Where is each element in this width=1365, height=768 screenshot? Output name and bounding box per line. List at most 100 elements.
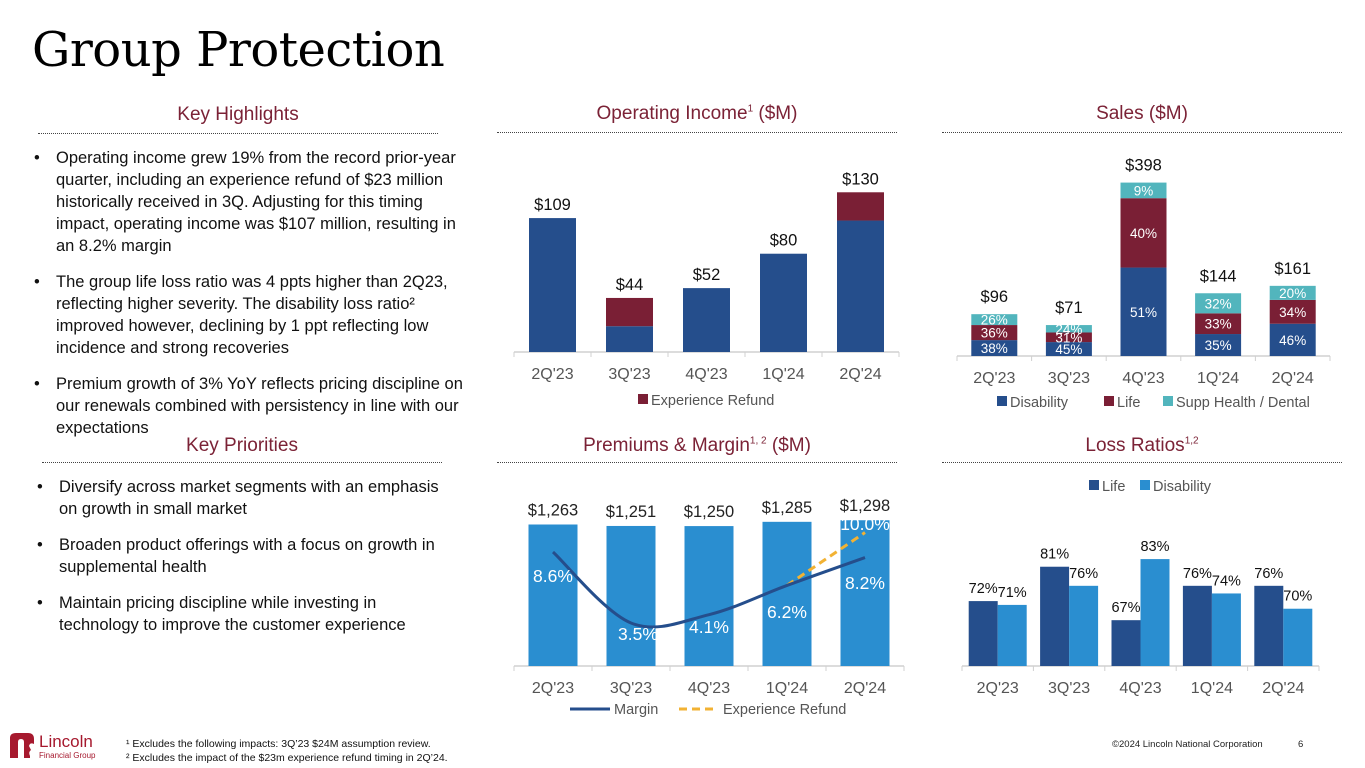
sales-segment-label: 35% xyxy=(1205,338,1232,353)
sales-bar-supp-health-dental xyxy=(1120,182,1167,199)
sales-chart: 2Q'23 3Q'23 4Q'23 1Q'24 2Q'24 38%36%26% $96 45%… xyxy=(956,157,1331,411)
oi-x-label: 1Q'24 xyxy=(762,366,804,383)
oi-bar-operating-income xyxy=(606,326,653,352)
prem-bar-label: $1,285 xyxy=(762,499,812,517)
oi-total-label: $52 xyxy=(693,266,721,284)
key-priorities-heading: Key Priorities xyxy=(186,435,298,456)
sales-segment-label: 24% xyxy=(1055,322,1082,337)
key-highlights-divider xyxy=(38,133,438,134)
sales-bar-life xyxy=(1045,332,1092,343)
prem-x-label: 2Q'24 xyxy=(844,680,886,697)
prem-refund-label: 10.0% xyxy=(840,514,890,534)
sales-segment-label: 32% xyxy=(1205,296,1232,311)
prem-margin-label: 3.5% xyxy=(618,624,658,644)
sales-segment-label: 51% xyxy=(1130,305,1157,320)
prem-bar xyxy=(762,521,812,666)
sales-bar-supp-health-dental xyxy=(1045,325,1092,333)
premiums-margin-chart: 2Q'23 3Q'23 4Q'23 1Q'24 2Q'24 $1,263 $1,251 $1,… xyxy=(513,497,905,718)
sales-total-label: $71 xyxy=(1055,299,1083,317)
prem-margin-legend-label: Margin xyxy=(614,702,658,718)
prem-margin-label: 6.2% xyxy=(767,602,807,622)
loss-value-label: 81% xyxy=(1040,547,1069,563)
sales-x-label: 3Q'23 xyxy=(1048,370,1090,387)
prem-bar xyxy=(684,526,734,666)
loss-legend-swatch xyxy=(1089,480,1099,490)
operating-income-title: Operating Income1 ($M) xyxy=(596,103,798,124)
prem-bar xyxy=(528,524,578,666)
oi-bar-operating-income xyxy=(529,218,576,352)
sales-bar-supp-health-dental xyxy=(1195,293,1242,314)
sales-segment-label: 45% xyxy=(1055,342,1082,357)
highlight-item: • The group life loss ratio was 4 ppts hi… xyxy=(34,273,448,357)
sales-segment-label: 9% xyxy=(1134,183,1154,198)
page-number: 6 xyxy=(1298,739,1304,750)
oi-total-label: $130 xyxy=(842,170,879,188)
loss-bar-life xyxy=(1182,585,1212,666)
sales-segment-label: 38% xyxy=(981,341,1008,356)
sales-x-label: 2Q'23 xyxy=(973,370,1015,387)
loss-x-label: 3Q'23 xyxy=(1048,680,1090,697)
sales-segment-label: 33% xyxy=(1205,317,1232,332)
footnote-1: ¹ Excludes the following impacts: 3Q’23 … xyxy=(126,738,431,750)
loss-bar-disability xyxy=(1211,593,1241,666)
sales-bar-disability xyxy=(971,340,1018,356)
sales-bar-life xyxy=(971,325,1018,341)
key-highlights-list: • Operating income grew 19% from the reco… xyxy=(30,147,470,453)
loss-bar-disability xyxy=(1069,585,1099,666)
oi-total-label: $44 xyxy=(616,276,644,294)
loss-bar-disability xyxy=(1140,559,1170,666)
priority-item: • Broaden product offerings with a focus … xyxy=(37,536,435,576)
oi-x-label: 4Q'23 xyxy=(685,366,727,383)
loss-value-label: 71% xyxy=(998,585,1027,601)
prem-bar-label: $1,251 xyxy=(606,503,656,521)
bullet-icon: • xyxy=(34,375,40,393)
prem-margin-label: 8.2% xyxy=(845,573,885,593)
oi-bar-operating-income xyxy=(683,288,730,352)
loss-value-label: 74% xyxy=(1212,573,1241,589)
oi-bar-operating-income xyxy=(760,253,807,352)
sales-bar-life xyxy=(1120,198,1167,268)
loss-value-label: 76% xyxy=(1254,566,1283,582)
sales-x-label: 4Q'23 xyxy=(1122,370,1164,387)
key-priorities-list: • Diversify across market segments with a… xyxy=(33,476,453,650)
loss-ratios-divider xyxy=(942,462,1342,463)
bullet-icon: • xyxy=(34,273,40,291)
priority-item: • Diversify across market segments with a… xyxy=(37,478,439,518)
loss-bar-life xyxy=(968,601,998,666)
sales-legend-label: Life xyxy=(1117,395,1140,411)
oi-x-label: 2Q'23 xyxy=(531,366,573,383)
loss-x-label: 2Q'23 xyxy=(977,680,1019,697)
prem-margin-line xyxy=(551,550,866,629)
sales-total-label: $144 xyxy=(1200,267,1237,285)
sales-segment-label: 46% xyxy=(1279,333,1306,348)
oi-bar-experience-refund xyxy=(837,192,884,221)
prem-bar xyxy=(840,520,890,666)
loss-value-label: 76% xyxy=(1183,566,1212,582)
sales-bar-supp-health-dental xyxy=(971,314,1018,326)
prem-bar-label: $1,263 xyxy=(528,502,578,520)
sales-bar-disability xyxy=(1195,334,1242,356)
loss-value-label: 83% xyxy=(1140,539,1169,555)
highlight-item: • Premium growth of 3% YoY reflects prici… xyxy=(34,375,463,437)
sales-divider xyxy=(942,132,1342,133)
lincoln-silhouette-icon xyxy=(10,733,34,758)
footnotes: ¹ Excludes the following impacts: 3Q’23 … xyxy=(126,737,448,765)
loss-legend-swatch xyxy=(1140,480,1150,490)
sales-segment-label: 40% xyxy=(1130,226,1157,241)
oi-total-label: $80 xyxy=(770,232,798,250)
sales-total-label: $161 xyxy=(1274,260,1311,278)
sales-bar-disability xyxy=(1269,323,1316,356)
sales-segment-label: 20% xyxy=(1279,286,1306,301)
prem-x-label: 3Q'23 xyxy=(610,680,652,697)
prem-margin-label: 4.1% xyxy=(689,617,729,637)
oi-x-label: 2Q'24 xyxy=(839,366,881,383)
sales-total-label: $398 xyxy=(1125,157,1162,175)
logo-wordmark: Lincoln xyxy=(39,732,93,751)
priority-item: • Maintain pricing discipline while inves… xyxy=(37,594,406,634)
oi-bar-experience-refund xyxy=(606,297,653,327)
sales-segment-label: 36% xyxy=(981,326,1008,341)
premiums-margin-divider xyxy=(497,462,897,463)
loss-bar-life xyxy=(1254,585,1284,666)
key-highlights-heading: Key Highlights xyxy=(177,104,299,125)
